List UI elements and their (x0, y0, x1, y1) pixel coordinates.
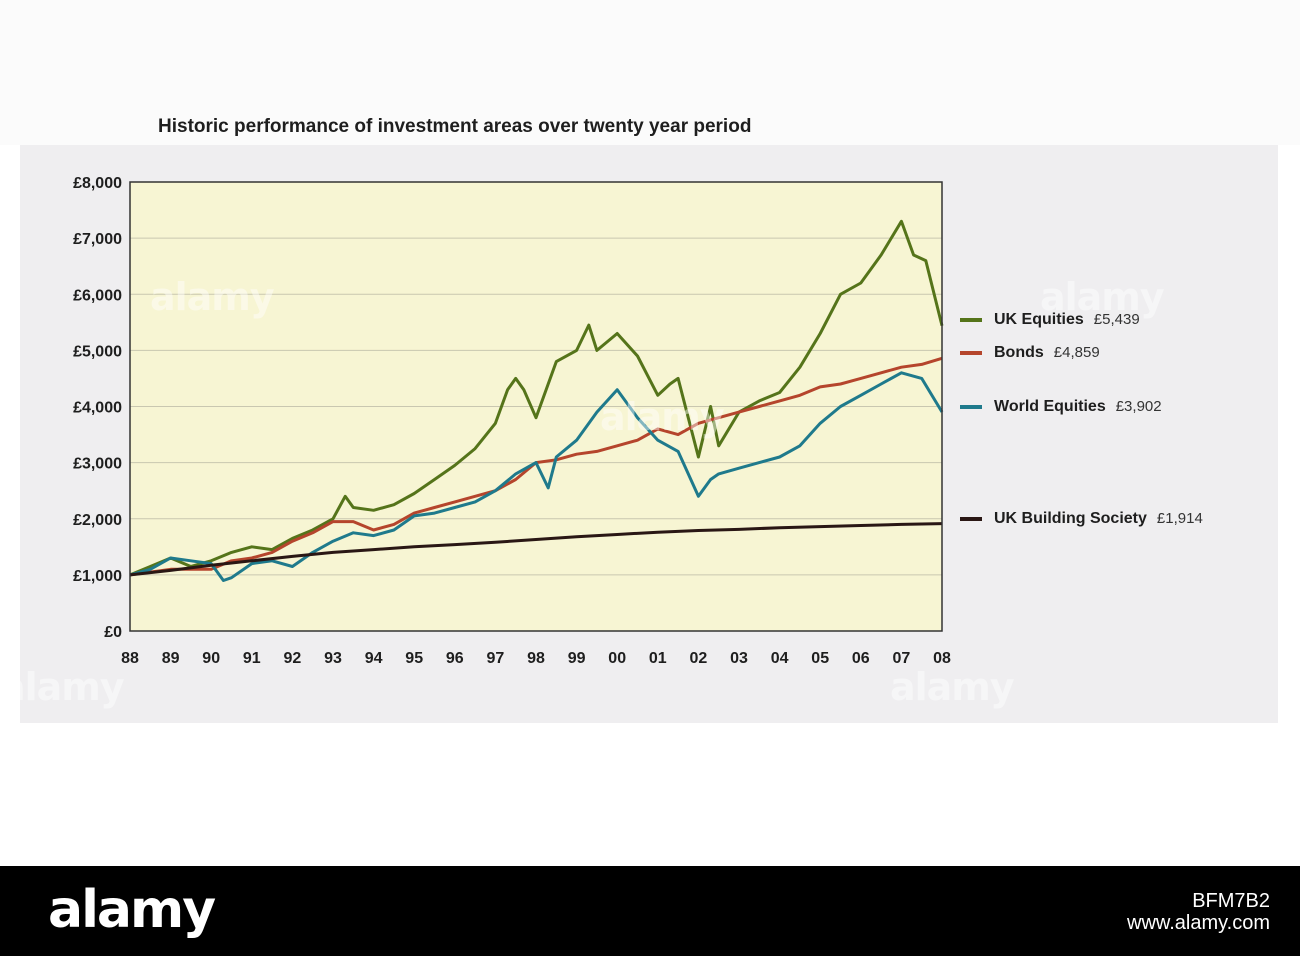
x-tick-label: 98 (527, 650, 545, 667)
y-tick-label: £4,000 (73, 400, 122, 417)
footer-bar: alamy BFM7B2 www.alamy.com (0, 866, 1300, 956)
legend-item: UK Building Society £1,914 (960, 510, 1203, 528)
x-tick-label: 07 (893, 650, 911, 667)
x-tick-label: 92 (284, 650, 302, 667)
footer-credit: BFM7B2 www.alamy.com (1127, 890, 1270, 934)
x-tick-label: 97 (487, 650, 505, 667)
legend-swatch (960, 516, 982, 521)
watermark: alamy (600, 395, 725, 439)
x-tick-label: 93 (324, 650, 342, 667)
image-id: BFM7B2 (1192, 890, 1270, 912)
site-url: www.alamy.com (1127, 912, 1270, 934)
legend-label: Bonds (994, 344, 1044, 361)
x-tick-label: 91 (243, 650, 261, 667)
legend-swatch (960, 404, 982, 409)
x-tick-label: 94 (365, 650, 383, 667)
x-tick-label: 02 (690, 650, 708, 667)
plot-frame (129, 181, 943, 632)
legend-label: UK Building Society (994, 510, 1147, 527)
page-background (0, 0, 1300, 145)
legend-value: £1,914 (1156, 510, 1203, 527)
x-tick-label: 05 (811, 650, 829, 667)
x-tick-label: 06 (852, 650, 870, 667)
watermark: alamy (1040, 275, 1165, 319)
x-tick-label: 01 (649, 650, 667, 667)
y-tick-label: £2,000 (73, 512, 122, 529)
x-tick-label: 88 (121, 650, 139, 667)
watermark: alamy (150, 275, 275, 319)
x-tick-label: 90 (202, 650, 220, 667)
x-tick-label: 99 (568, 650, 586, 667)
line-chart: £0 £1,000 £2,000 £3,000 £4,000 £5,000 £6,000 £7… (73, 175, 951, 667)
watermark: alamy (0, 665, 125, 709)
x-tick-label: 04 (771, 650, 789, 667)
watermark: alamy (890, 665, 1015, 709)
y-tick-label: £7,000 (73, 231, 122, 248)
series-line-uk-equities (129, 219, 944, 577)
y-tick-label: £1,000 (73, 568, 122, 585)
x-tick-label: 03 (730, 650, 748, 667)
x-tick-label: 08 (933, 650, 951, 667)
y-tick-label: £5,000 (73, 343, 122, 360)
legend-swatch (960, 350, 982, 355)
chart-title: Historic performance of investment areas… (158, 116, 752, 137)
legend-label: World Equities (994, 398, 1106, 415)
legend-value: £4,859 (1053, 344, 1100, 361)
series-line-uk-building-society (129, 522, 943, 577)
legend-value: £3,902 (1115, 398, 1162, 415)
legend-item: UK Equities £5,439 (960, 311, 1140, 329)
y-tick-label: £8,000 (73, 175, 122, 192)
y-tick-label: £0 (104, 624, 122, 641)
x-tick-label: 00 (608, 650, 626, 667)
y-tick-label: £3,000 (73, 456, 122, 473)
legend-swatch (960, 317, 982, 322)
x-tick-label: 95 (405, 650, 423, 667)
legend-label: UK Equities (994, 311, 1084, 328)
y-tick-label: £6,000 (73, 287, 122, 304)
footer-logo: alamy (48, 880, 216, 940)
legend-item: Bonds £4,859 (960, 344, 1100, 362)
legend-item: World Equities £3,902 (960, 398, 1162, 416)
x-tick-label: 89 (162, 650, 180, 667)
series-line-world-equities (129, 371, 944, 582)
legend-value: £5,439 (1093, 311, 1140, 328)
x-tick-label: 96 (446, 650, 464, 667)
